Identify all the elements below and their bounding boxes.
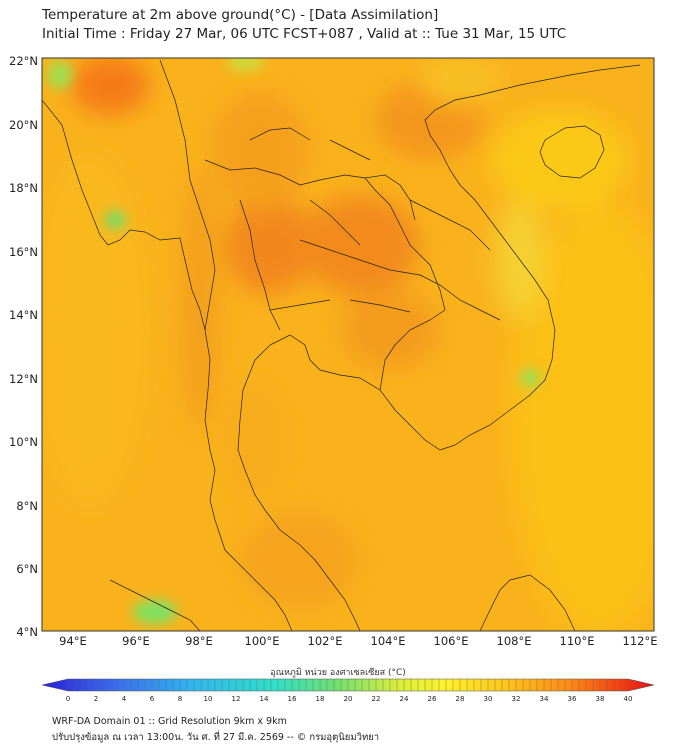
lat-label: 20°N bbox=[9, 118, 38, 132]
lon-label: 100°E bbox=[245, 634, 280, 648]
footer-model-info: WRF-DA Domain 01 :: Grid Resolution 9km … bbox=[52, 716, 287, 727]
coastlines bbox=[42, 59, 641, 631]
lat-label: 6°N bbox=[16, 562, 38, 576]
colorbar-tick-label: 34 bbox=[540, 695, 549, 703]
colorbar-tick-label: 10 bbox=[204, 695, 213, 703]
lon-label: 106°E bbox=[434, 634, 469, 648]
colorbar-tick-label: 36 bbox=[568, 695, 577, 703]
lon-label: 104°E bbox=[371, 634, 406, 648]
map-frame bbox=[41, 57, 655, 632]
colorbar: 0 2 4 6 8 10 12 14 16 18 20 22 24 26 28 30 32 34 36 38 40 bbox=[41, 678, 655, 703]
colorbar-tick-label: 2 bbox=[94, 695, 98, 703]
lat-label: 16°N bbox=[9, 245, 38, 259]
colorbar-tick-label: 28 bbox=[456, 695, 465, 703]
colorbar-tick-label: 18 bbox=[316, 695, 325, 703]
lat-label: 4°N bbox=[16, 625, 38, 639]
lat-label: 10°N bbox=[9, 435, 38, 449]
colorbar-tick-label: 26 bbox=[428, 695, 437, 703]
colorbar-tick-label: 38 bbox=[596, 695, 605, 703]
lat-label: 8°N bbox=[16, 499, 38, 513]
colorbar-tick-label: 0 bbox=[66, 695, 70, 703]
lon-label: 112°E bbox=[623, 634, 658, 648]
map-title: Temperature at 2m above ground(°C) - [Da… bbox=[42, 7, 439, 23]
colorbar-tick-label: 20 bbox=[344, 695, 353, 703]
temperature-field bbox=[42, 58, 654, 631]
axis-labels: 22°N 20°N 18°N 16°N 14°N 12°N 10°N 8°N 6… bbox=[9, 54, 657, 648]
lat-label: 14°N bbox=[9, 308, 38, 322]
colorbar-tick-label: 12 bbox=[232, 695, 241, 703]
lat-label: 22°N bbox=[9, 54, 38, 68]
lon-label: 98°E bbox=[185, 634, 213, 648]
footer-update-info: ปรับปรุงข้อมูล ณ เวลา 13:00น. วัน ศ. ที่… bbox=[52, 732, 380, 743]
colorbar-tick-label: 40 bbox=[624, 695, 633, 703]
colorbar-tick-label: 30 bbox=[484, 695, 493, 703]
colorbar-label: อุณหภูมิ หน่วย องศาเซลเซียส (°C) bbox=[270, 668, 406, 678]
colorbar-tick-label: 14 bbox=[260, 695, 269, 703]
colorbar-tick-label: 4 bbox=[122, 695, 127, 703]
lon-label: 102°E bbox=[308, 634, 343, 648]
colorbar-tick-label: 6 bbox=[150, 695, 155, 703]
colorbar-tick-label: 32 bbox=[512, 695, 521, 703]
lon-label: 94°E bbox=[59, 634, 87, 648]
colorbar-tick-label: 8 bbox=[178, 695, 182, 703]
lon-label: 96°E bbox=[122, 634, 150, 648]
lon-label: 108°E bbox=[497, 634, 532, 648]
lon-label: 110°E bbox=[560, 634, 595, 648]
map-subtitle: Initial Time : Friday 27 Mar, 06 UTC FCS… bbox=[42, 26, 567, 42]
lat-label: 12°N bbox=[9, 372, 38, 386]
colorbar-tick-label: 24 bbox=[400, 695, 409, 703]
lat-label: 18°N bbox=[9, 181, 38, 195]
colorbar-tick-label: 22 bbox=[372, 695, 381, 703]
colorbar-tick-label: 16 bbox=[288, 695, 297, 703]
